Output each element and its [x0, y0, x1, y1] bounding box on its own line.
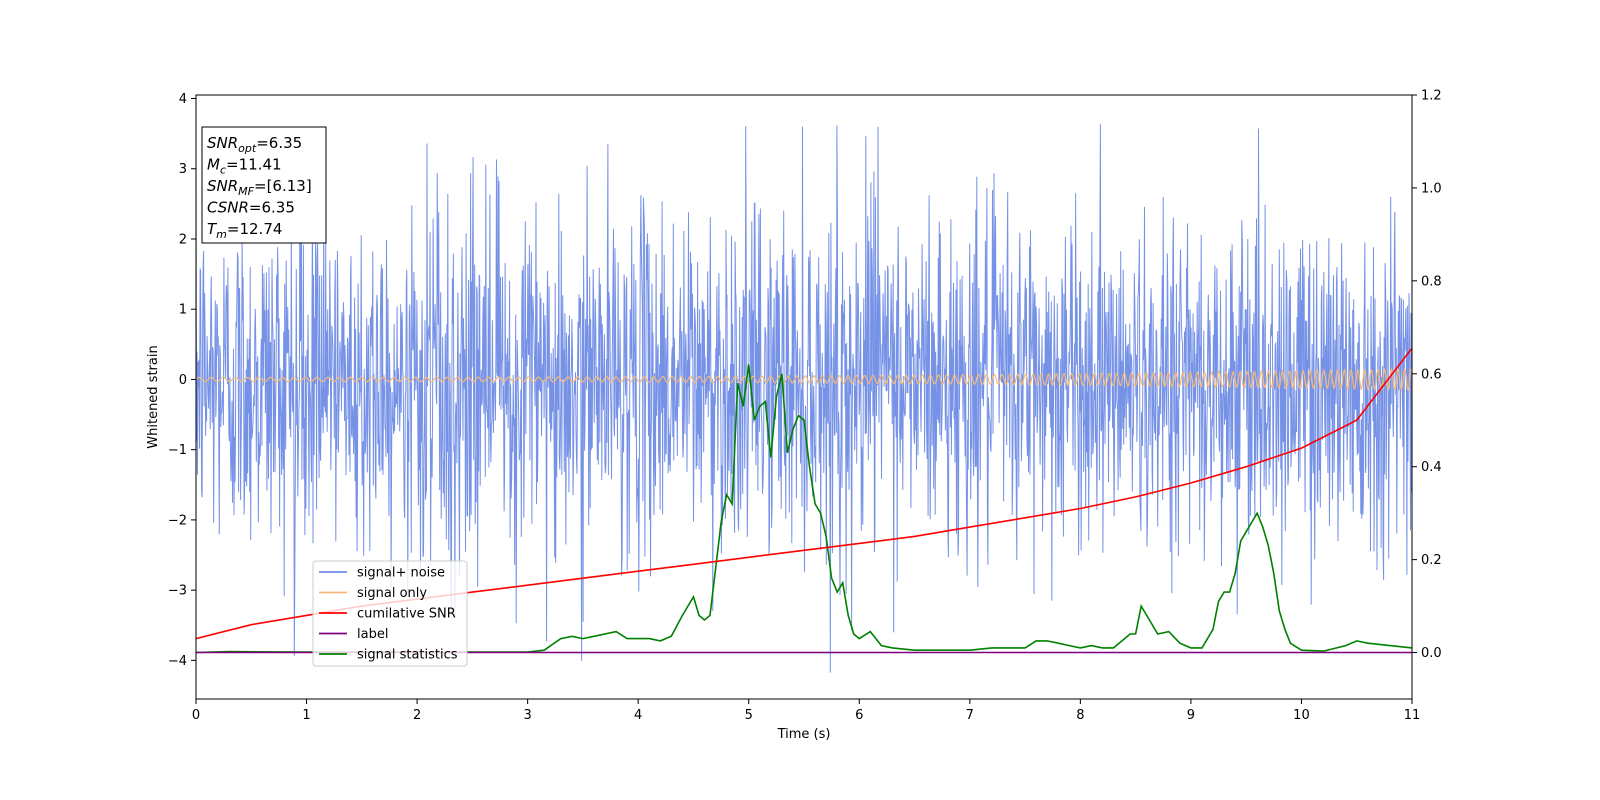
- x-tick-label: 7: [966, 708, 974, 723]
- y-left-tick-label: 2: [179, 232, 187, 247]
- x-tick-label: 11: [1404, 708, 1421, 723]
- legend-frame: [312, 560, 468, 667]
- x-tick-label: 6: [855, 708, 863, 723]
- y-left-tick-label: −2: [168, 513, 187, 528]
- y-right-tick-label: 0.2: [1421, 553, 1442, 568]
- y-right-tick-label: 0.8: [1421, 274, 1442, 289]
- x-tick-label: 8: [1076, 708, 1084, 723]
- signal-only-line: [195, 366, 1413, 392]
- x-axis: 0 1 2 3 4 5 6 7 8 9 10 11: [192, 699, 1420, 723]
- info-box: SNRopt=6.35Mc=11.41SNRMF=[6.13]CSNR=6.35…: [201, 126, 327, 244]
- x-tick-label: 3: [523, 708, 531, 723]
- signal-only-series: [195, 366, 1413, 392]
- info-box-line: CSNR=6.35: [207, 199, 295, 217]
- legend-label: signal+ noise: [357, 566, 445, 581]
- legend-label: signal only: [357, 586, 427, 601]
- y-left-tick-label: 3: [179, 162, 187, 177]
- x-tick-label: 5: [745, 708, 753, 723]
- y-left-tick-label: −1: [168, 443, 187, 458]
- x-tick-label: 4: [634, 708, 642, 723]
- y-right-tick-label: 1.0: [1421, 181, 1442, 196]
- legend-label: signal statistics: [357, 648, 458, 663]
- y-axis-right: 0.0 0.2 0.4 0.6 0.8 1.0 1.2: [1412, 89, 1442, 661]
- x-tick-label: 9: [1187, 708, 1195, 723]
- x-tick-label: 0: [192, 708, 200, 723]
- info-box-line: Tm=12.74: [207, 220, 282, 241]
- plot-frame: [195, 94, 1413, 700]
- y-left-tick-label: 1: [179, 303, 187, 318]
- x-tick-label: 10: [1293, 708, 1310, 723]
- y-axis-title: Whitened strain: [146, 345, 161, 448]
- y-left-tick-label: 4: [179, 92, 187, 107]
- info-box-line: Mc=11.41: [207, 156, 282, 177]
- y-right-tick-label: 0.4: [1421, 460, 1442, 475]
- info-box-line: SNRMF=[6.13]: [207, 177, 312, 198]
- x-axis-title: Time (s): [777, 727, 831, 742]
- y-right-tick-label: 0.6: [1421, 367, 1442, 382]
- y-axis-left: −4 −3 −2 −1 0 1 2 3 4: [168, 92, 196, 669]
- y-left-tick-label: −3: [168, 584, 187, 599]
- y-right-tick-label: 0.0: [1421, 646, 1442, 661]
- y-right-tick-label: 1.2: [1421, 89, 1442, 104]
- y-left-tick-label: −4: [168, 654, 187, 669]
- legend: signal+ noise signal only cumilative SNR la…: [312, 560, 468, 667]
- legend-label: label: [357, 627, 388, 642]
- y-left-tick-label: 0: [179, 373, 187, 388]
- info-box-line: SNRopt=6.35: [207, 134, 302, 155]
- legend-label: cumilative SNR: [357, 607, 456, 622]
- signal-statistics-line: [195, 364, 1413, 654]
- info-box-frame: [201, 126, 327, 244]
- x-tick-label: 1: [302, 708, 310, 723]
- x-tick-label: 2: [413, 708, 421, 723]
